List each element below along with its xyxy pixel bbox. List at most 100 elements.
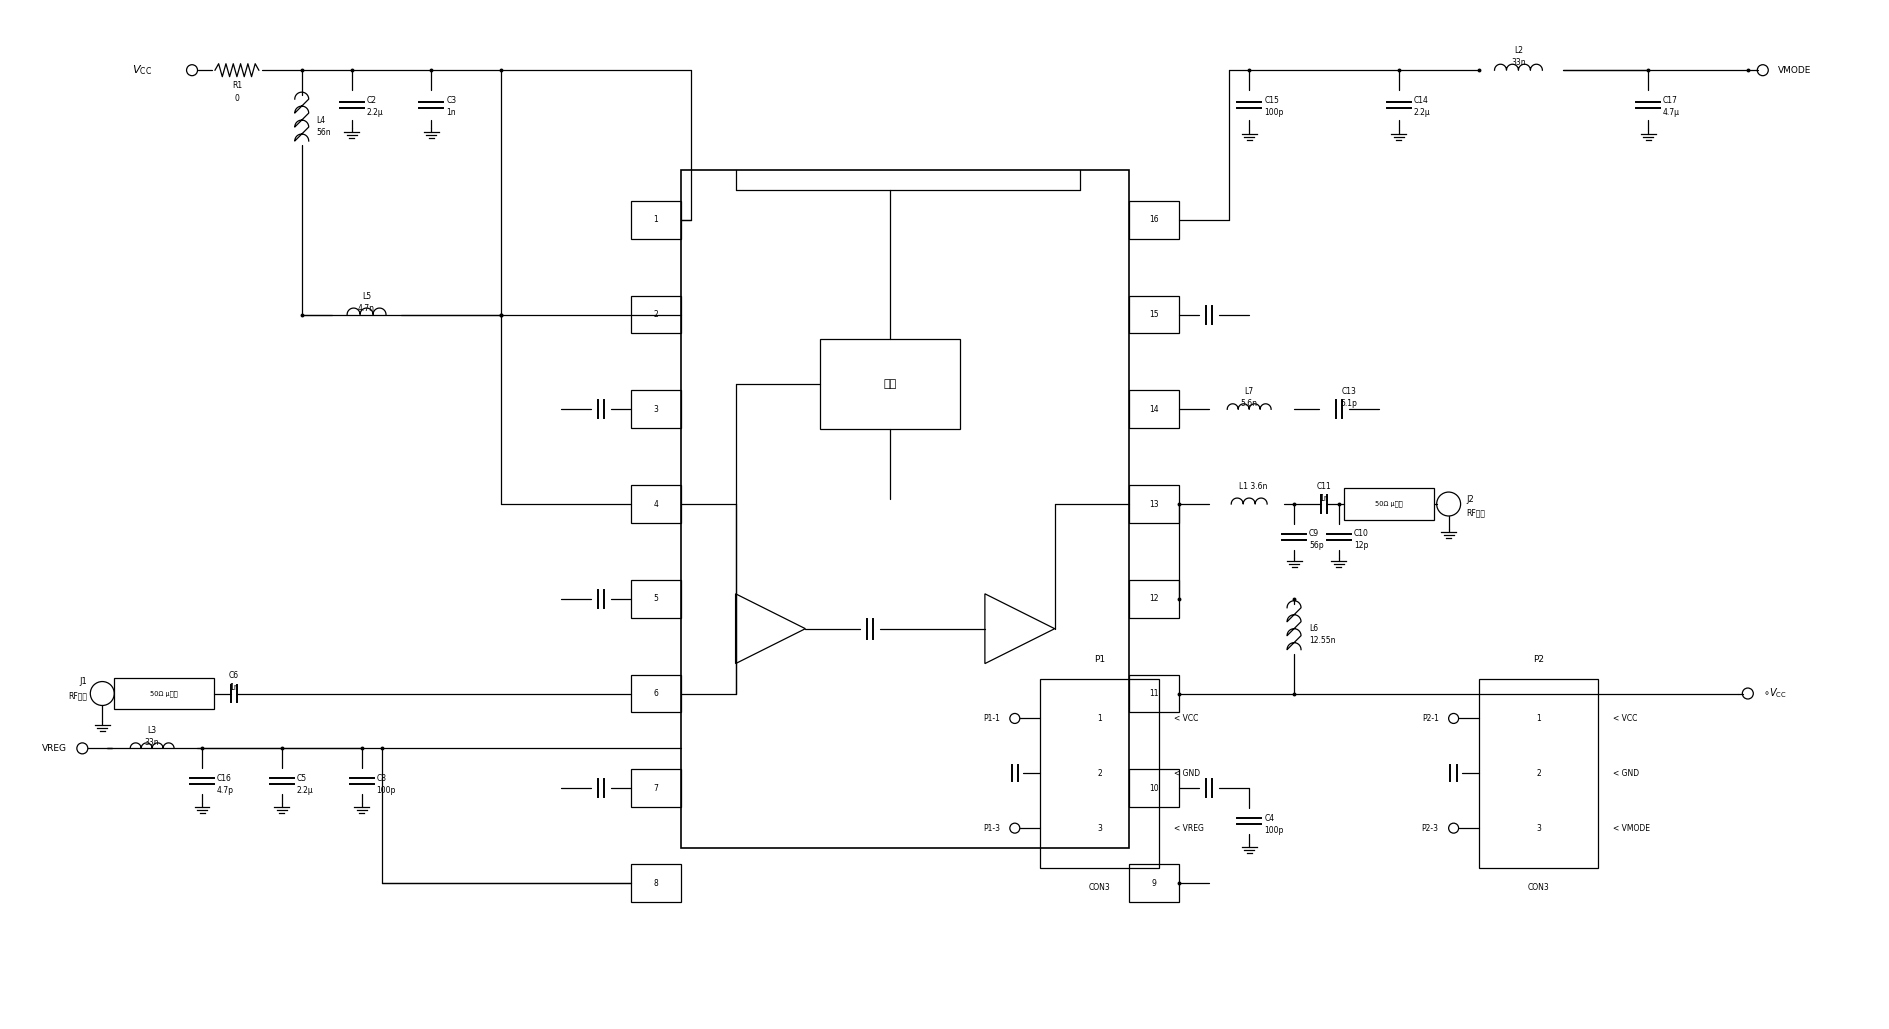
Text: 15: 15 — [1150, 310, 1160, 319]
Text: 56n: 56n — [317, 128, 331, 137]
Text: < VMODE: < VMODE — [1613, 823, 1651, 832]
Bar — [113, 677, 213, 709]
Text: < VCC: < VCC — [1613, 714, 1638, 723]
Text: C11: C11 — [1317, 482, 1332, 491]
Text: < VCC: < VCC — [1175, 714, 1200, 723]
Text: 12p: 12p — [1354, 541, 1368, 551]
Text: L3: L3 — [147, 725, 157, 735]
Text: 5.1p: 5.1p — [1341, 399, 1358, 407]
Text: 50Ω μ条带: 50Ω μ条带 — [151, 690, 178, 697]
Text: P1-1: P1-1 — [982, 714, 999, 723]
Text: 0: 0 — [234, 94, 240, 103]
Text: C17: C17 — [1662, 96, 1677, 105]
Text: 2.2μ: 2.2μ — [366, 108, 383, 116]
Text: 1n: 1n — [229, 683, 238, 693]
Text: RF输入: RF输入 — [68, 691, 87, 700]
Bar — [1130, 390, 1179, 428]
Text: < GND: < GND — [1175, 769, 1201, 778]
Text: 5.6n: 5.6n — [1241, 399, 1258, 407]
Bar — [680, 170, 1130, 848]
Bar — [1130, 485, 1179, 523]
Text: C3: C3 — [446, 96, 457, 105]
Text: 7: 7 — [654, 784, 657, 792]
Text: < GND: < GND — [1613, 769, 1640, 778]
Bar — [1343, 488, 1434, 520]
Text: C9: C9 — [1309, 530, 1319, 538]
Bar — [1130, 770, 1179, 807]
Bar — [631, 579, 680, 617]
Bar — [820, 340, 960, 429]
Bar — [1039, 678, 1160, 868]
Text: 6: 6 — [654, 689, 657, 698]
Text: 2.2μ: 2.2μ — [1413, 108, 1430, 116]
Bar — [631, 770, 680, 807]
Text: CON3: CON3 — [1088, 883, 1111, 892]
Text: 1: 1 — [1098, 714, 1101, 723]
Text: R1: R1 — [232, 80, 242, 90]
Bar — [631, 295, 680, 333]
Text: 5: 5 — [654, 595, 657, 603]
Text: 100p: 100p — [1264, 108, 1283, 116]
Text: 3: 3 — [1536, 823, 1541, 832]
Text: 33n: 33n — [145, 738, 159, 747]
Text: CON3: CON3 — [1528, 883, 1549, 892]
Text: 1n: 1n — [446, 108, 455, 116]
Text: P1: P1 — [1094, 654, 1105, 664]
Bar — [631, 485, 680, 523]
Text: 9: 9 — [1152, 879, 1156, 887]
Text: C6: C6 — [229, 671, 240, 680]
Text: C4: C4 — [1264, 814, 1275, 822]
Text: L7: L7 — [1245, 387, 1254, 396]
Text: P2-1: P2-1 — [1422, 714, 1439, 723]
Text: 4.7n: 4.7n — [359, 304, 376, 313]
Text: C15: C15 — [1264, 96, 1279, 105]
Text: $V_{\rm CC}$: $V_{\rm CC}$ — [132, 64, 153, 77]
Text: VREG: VREG — [42, 744, 68, 753]
Text: C10: C10 — [1354, 530, 1370, 538]
Text: L2: L2 — [1513, 45, 1523, 55]
Bar — [1130, 864, 1179, 902]
Text: 1: 1 — [654, 215, 657, 224]
Text: 3: 3 — [654, 404, 657, 414]
Bar — [1479, 678, 1598, 868]
Text: 56p: 56p — [1309, 541, 1324, 551]
Text: 14: 14 — [1150, 404, 1160, 414]
Bar — [631, 675, 680, 712]
Text: L6: L6 — [1309, 625, 1319, 633]
Text: P1-3: P1-3 — [982, 823, 999, 832]
Text: C16: C16 — [217, 774, 232, 783]
Text: VMODE: VMODE — [1778, 66, 1812, 75]
Text: J2: J2 — [1466, 495, 1473, 503]
Text: 33n: 33n — [1511, 58, 1526, 67]
Text: 2: 2 — [1536, 769, 1541, 778]
Text: P2: P2 — [1532, 654, 1543, 664]
Text: 4.7p: 4.7p — [217, 786, 234, 794]
Text: 13: 13 — [1150, 499, 1160, 508]
Text: L5: L5 — [363, 292, 370, 301]
Text: 10: 10 — [1150, 784, 1160, 792]
Text: 1: 1 — [1536, 714, 1541, 723]
Text: 2: 2 — [654, 310, 657, 319]
Text: L4: L4 — [317, 115, 325, 125]
Text: L1 3.6n: L1 3.6n — [1239, 482, 1268, 491]
Text: 2: 2 — [1098, 769, 1101, 778]
Text: 4.7μ: 4.7μ — [1662, 108, 1679, 116]
Bar — [1130, 675, 1179, 712]
Bar — [1130, 201, 1179, 239]
Text: C14: C14 — [1413, 96, 1428, 105]
Text: C5: C5 — [297, 774, 306, 783]
Text: C13: C13 — [1341, 387, 1356, 396]
Text: $\circ V_{\rm CC}$: $\circ V_{\rm CC}$ — [1762, 686, 1787, 701]
Text: 1n: 1n — [1319, 494, 1328, 502]
Text: J1: J1 — [79, 677, 87, 686]
Text: 12.55n: 12.55n — [1309, 636, 1336, 645]
Text: 基本: 基本 — [884, 380, 897, 389]
Text: C2: C2 — [366, 96, 376, 105]
Text: 3: 3 — [1098, 823, 1101, 832]
Bar — [1130, 579, 1179, 617]
Text: P2-3: P2-3 — [1422, 823, 1439, 832]
Text: 50Ω μ条带: 50Ω μ条带 — [1375, 501, 1404, 507]
Text: 8: 8 — [654, 879, 657, 887]
Bar — [1130, 295, 1179, 333]
Text: < VREG: < VREG — [1175, 823, 1205, 832]
